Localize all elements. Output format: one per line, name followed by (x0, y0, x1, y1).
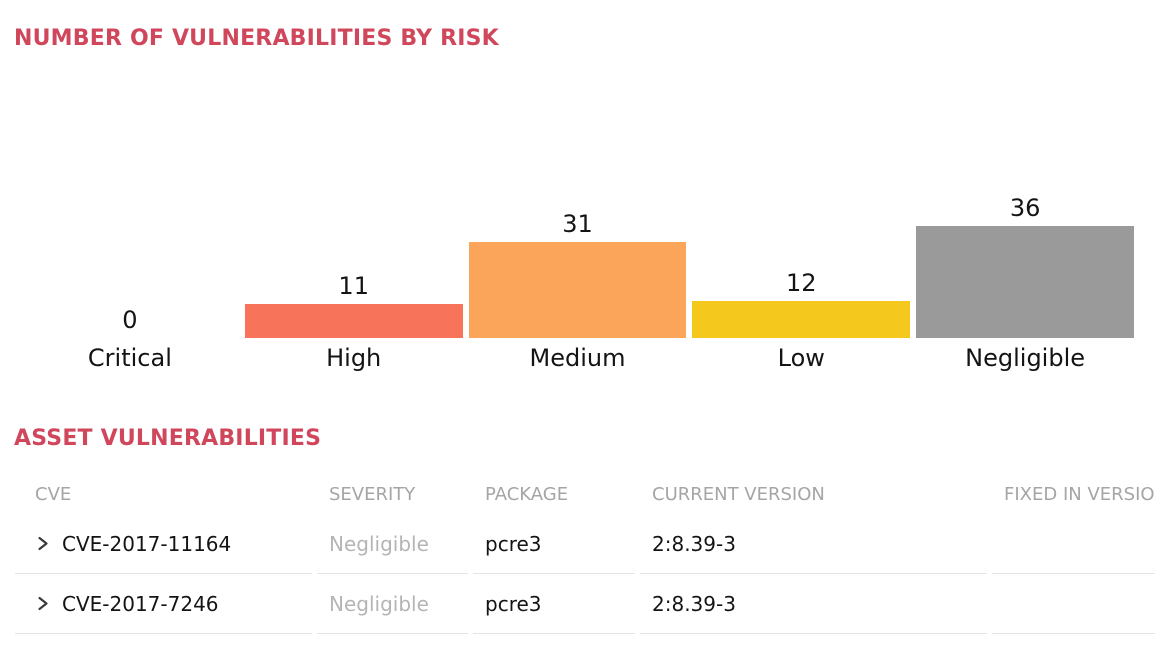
severity-cell: Negligible (317, 514, 468, 574)
table-row[interactable]: CVE-2017-11164 Negligible pcre3 2:8.39-3 (15, 514, 1155, 574)
bar-slot-negligible: 36 (913, 148, 1137, 338)
asset-vulnerabilities-table: CVE SEVERITY PACKAGE CURRENT VERSION FIX… (15, 474, 1155, 634)
chart-bars-area: 0 11 31 12 36 (18, 148, 1137, 338)
cve-id: CVE-2017-7246 (62, 591, 219, 616)
bar-value-label: 11 (338, 272, 369, 300)
bar-slot-high: 11 (242, 148, 466, 338)
category-label-low: Low (777, 344, 825, 372)
cve-cell: CVE-2017-11164 (15, 514, 312, 574)
table-section-title: ASSET VULNERABILITIES (14, 426, 322, 451)
vulnerability-bar-chart: 0 11 31 12 36 Critical High Medium Low N… (0, 148, 1155, 372)
table-header-row: CVE SEVERITY PACKAGE CURRENT VERSION FIX… (15, 474, 1155, 514)
cve-cell: CVE-2017-7246 (15, 574, 312, 634)
package-cell: pcre3 (473, 574, 635, 634)
chart-section-title: NUMBER OF VULNERABILITIES BY RISK (14, 26, 499, 51)
bar-high (244, 304, 463, 338)
bar-medium (468, 242, 687, 338)
current-version-cell: 2:8.39-3 (640, 574, 987, 634)
bar-slot-medium: 31 (466, 148, 690, 338)
bar-slot-low: 12 (689, 148, 913, 338)
column-header-current-version: CURRENT VERSION (652, 483, 825, 505)
table-row[interactable]: CVE-2017-7246 Negligible pcre3 2:8.39-3 (15, 574, 1155, 634)
current-version-cell: 2:8.39-3 (640, 514, 987, 574)
category-label-medium: Medium (529, 344, 626, 372)
severity-cell: Negligible (317, 574, 468, 634)
bar-low (692, 301, 911, 338)
column-header-cve: CVE (35, 483, 72, 505)
category-label-negligible: Negligible (965, 344, 1086, 372)
expand-row-icon[interactable] (37, 535, 49, 552)
bar-value-label: 36 (1009, 194, 1041, 222)
column-header-package: PACKAGE (485, 483, 569, 505)
bar-value-label: 31 (562, 210, 593, 238)
bar-negligible (916, 226, 1134, 338)
column-header-fixed-in-version: FIXED IN VERSION (1004, 483, 1155, 505)
fixed-in-version-cell (992, 514, 1155, 574)
category-label-high: High (326, 344, 382, 372)
cve-id: CVE-2017-11164 (62, 531, 232, 556)
column-header-severity: SEVERITY (329, 483, 416, 505)
expand-row-icon[interactable] (37, 595, 49, 612)
category-label-critical: Critical (87, 344, 172, 372)
package-cell: pcre3 (473, 514, 635, 574)
fixed-in-version-cell (992, 574, 1155, 634)
bar-slot-critical: 0 (18, 148, 242, 338)
bar-value-label: 0 (122, 306, 138, 334)
bar-value-label: 12 (786, 269, 817, 297)
chart-category-labels: Critical High Medium Low Negligible (18, 344, 1137, 372)
